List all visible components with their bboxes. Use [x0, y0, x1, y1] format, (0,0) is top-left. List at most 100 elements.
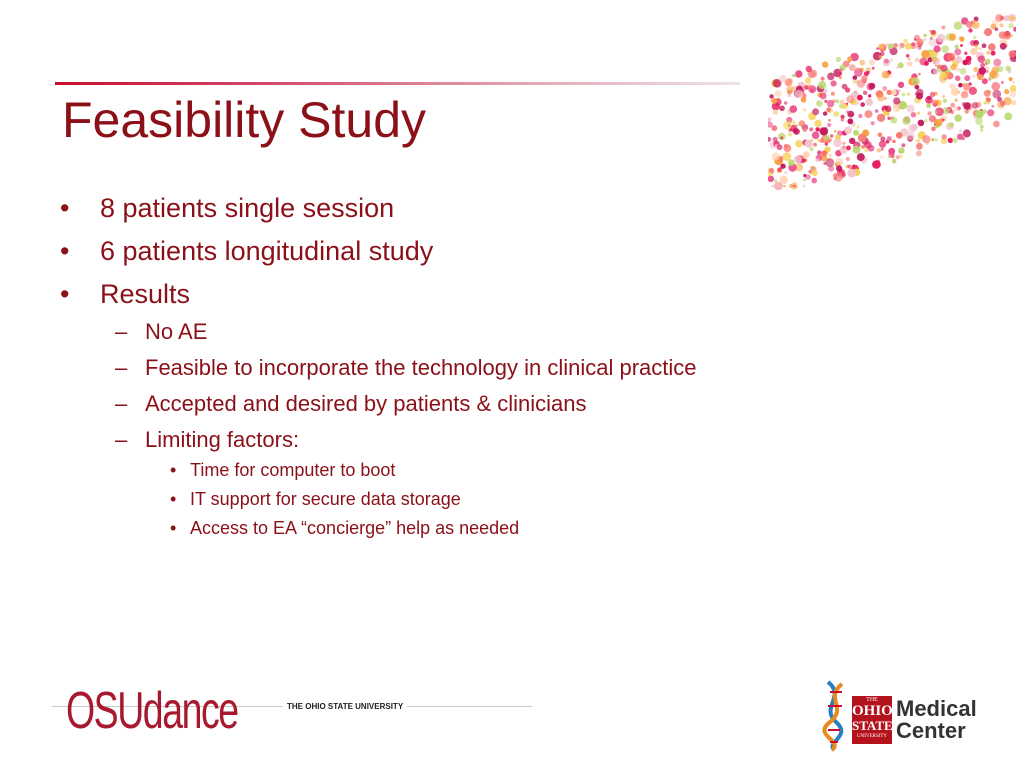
decorative-dot [954, 48, 962, 56]
decorative-dot [819, 127, 828, 136]
decorative-dot [854, 68, 863, 77]
bullet-text: 8 patients single session [100, 193, 395, 223]
decorative-dot [914, 84, 920, 90]
decorative-dot [792, 73, 796, 78]
decorative-dot [934, 110, 938, 114]
decorative-dot [980, 70, 985, 75]
decorative-dot [936, 33, 946, 43]
decorative-dot [795, 139, 803, 148]
decorative-dot [888, 155, 892, 159]
decorative-dot [834, 130, 837, 133]
decorative-dot [827, 72, 835, 81]
decorative-dot [802, 108, 807, 112]
decorative-dot [840, 118, 844, 122]
decorative-dot [910, 112, 917, 118]
decorative-dot [983, 101, 987, 105]
decorative-dot [786, 86, 794, 94]
decorative-dot [833, 111, 840, 117]
decorative-dot [852, 79, 857, 84]
decorative-dot [862, 90, 868, 96]
decorative-dot [841, 172, 846, 177]
decorative-dot [986, 50, 991, 55]
sub-bullet-item: – Accepted and desired by patients & cli… [115, 390, 586, 418]
decorative-dot [923, 33, 927, 37]
decorative-dot [941, 25, 946, 30]
decorative-dot [886, 89, 892, 96]
decorative-dot [964, 75, 971, 82]
decorative-dot [934, 64, 938, 67]
decorative-dot [802, 151, 810, 159]
decorative-dot [948, 33, 956, 41]
decorative-dot [792, 120, 796, 125]
decorative-dot [893, 43, 898, 48]
dash-marker: – [115, 391, 128, 416]
decorative-dot [802, 158, 807, 163]
decorative-dot [868, 94, 872, 98]
decorative-dot [816, 100, 823, 107]
decorative-dot [1004, 89, 1010, 95]
decorative-dot [793, 128, 800, 135]
decorative-dot [822, 61, 829, 68]
decorative-dot [911, 42, 916, 47]
decorative-dot [780, 163, 786, 169]
decorative-dot [812, 108, 820, 116]
decorative-dot [993, 120, 1000, 128]
decorative-dot [969, 40, 976, 46]
decorative-dot [877, 94, 885, 102]
decorative-dot [950, 64, 957, 71]
decorative-dot [941, 45, 950, 53]
decorative-dot [940, 138, 947, 145]
decorative-dot [892, 105, 900, 112]
decorative-dot [772, 109, 778, 115]
decorative-dot [931, 56, 936, 61]
decorative-dot [868, 59, 875, 66]
decorative-dot [779, 105, 785, 112]
decorative-dot [824, 99, 828, 103]
decorative-dot [895, 155, 900, 160]
decorative-dot [809, 146, 814, 152]
decorative-dot [768, 175, 775, 183]
decorative-dot [840, 114, 845, 119]
decorative-dot [815, 127, 820, 132]
decorative-dot [951, 87, 960, 96]
decorative-dot [783, 184, 786, 188]
decorative-dot [887, 97, 890, 100]
decorative-dot [952, 137, 958, 144]
decorative-dot [826, 107, 831, 113]
decorative-dot [898, 46, 902, 50]
decorative-dot [979, 128, 984, 132]
decorative-dot [932, 68, 939, 75]
decorative-dot [887, 116, 891, 121]
decorative-dot [771, 125, 778, 131]
decorative-dot [823, 134, 830, 141]
ohio-state-seal-icon: THE OHIO STATE UNIVERSITY [852, 696, 892, 744]
decorative-dot [769, 94, 774, 99]
decorative-dot [942, 95, 945, 98]
decorative-dot [979, 124, 984, 129]
decorative-dot [795, 124, 799, 127]
decorative-dot [865, 67, 871, 73]
decorative-dot [906, 61, 912, 67]
bullet-marker: • [60, 279, 70, 309]
decorative-dot [1013, 26, 1016, 32]
decorative-dot [784, 78, 793, 87]
decorative-dot [835, 157, 844, 166]
decorative-dot [805, 174, 811, 180]
decorative-dot [964, 109, 969, 114]
decorative-dot [777, 167, 782, 172]
decorative-dot [897, 62, 904, 69]
decorative-dot [926, 95, 932, 100]
decorative-dot [768, 121, 773, 128]
decorative-dot [990, 50, 996, 56]
decorative-dot [865, 98, 874, 106]
decorative-dot [793, 184, 796, 188]
decorative-dot [774, 90, 782, 98]
decorative-dot [898, 147, 905, 154]
decorative-dot [916, 138, 920, 143]
sub-sub-bullet-text: Access to EA “concierge” help as needed [190, 518, 520, 538]
decorative-dot [789, 184, 794, 188]
sub-bullet-item: – No AE [115, 318, 207, 346]
seal-line: STATE [852, 718, 892, 733]
decorative-dot [839, 68, 843, 72]
decorative-dot [928, 38, 938, 47]
